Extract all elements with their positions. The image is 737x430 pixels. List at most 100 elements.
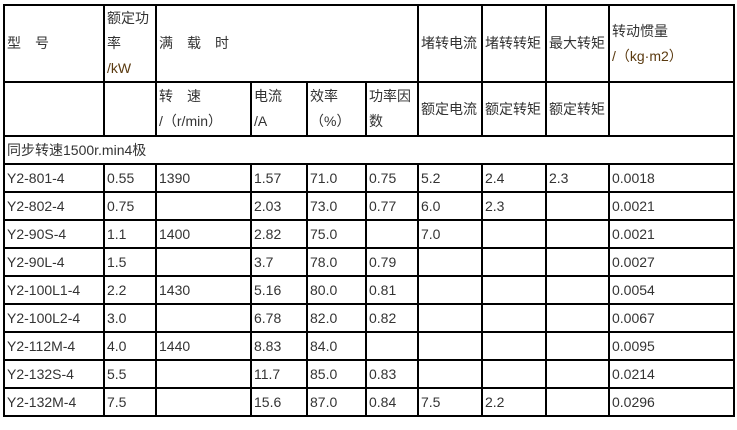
cell-speed <box>155 303 252 333</box>
cell-current: 15.6 <box>250 387 308 417</box>
header-full-load-label: 满 载 时 <box>159 35 229 51</box>
cell-current: 3.7 <box>250 247 308 277</box>
cell-speed: 1440 <box>155 331 252 361</box>
cell-locked-current: 7.0 <box>417 219 483 249</box>
cell-inertia: 0.0214 <box>608 359 735 389</box>
cell-max-torque <box>545 387 610 417</box>
cell-efficiency: 84.0 <box>306 331 367 361</box>
header-locked-current: 堵转电流 <box>417 4 483 83</box>
header-inertia-label: 转动惯量 <box>612 22 668 39</box>
cell-locked-torque <box>481 359 547 389</box>
section-title: 同步转速1500r.min4极 <box>3 135 735 165</box>
cell-power-factor: 0.79 <box>365 247 419 277</box>
cell-model: Y2-112M-4 <box>3 331 105 361</box>
table-row: Y2-90L-4 1.5 3.7 78.0 0.79 0.0027 <box>3 247 735 277</box>
header-max-torque: 最大转矩 <box>545 4 610 83</box>
cell-current: 1.57 <box>250 163 308 193</box>
cell-inertia: 0.0095 <box>608 331 735 361</box>
cell-efficiency: 78.0 <box>306 247 367 277</box>
header-rated-torque-1-label: 额定转矩 <box>485 100 541 117</box>
cell-locked-current <box>417 359 483 389</box>
cell-max-torque: 2.3 <box>545 163 610 193</box>
cell-rated-power: 0.75 <box>103 191 157 221</box>
table-row: Y2-132S-4 5.5 11.7 85.0 0.83 0.0214 <box>3 359 735 389</box>
header-locked-torque-label: 堵转转矩 <box>485 35 541 51</box>
cell-rated-power: 5.5 <box>103 359 157 389</box>
cell-locked-torque: 2.4 <box>481 163 547 193</box>
cell-model: Y2-90S-4 <box>3 219 105 249</box>
header-rated-power-label: 额定功率 <box>107 10 149 51</box>
cell-speed <box>155 191 252 221</box>
header-model: 型 号 <box>3 4 105 83</box>
cell-efficiency: 73.0 <box>306 191 367 221</box>
cell-speed <box>155 359 252 389</box>
cell-model: Y2-100L1-4 <box>3 275 105 305</box>
cell-speed <box>155 387 252 417</box>
cell-locked-torque <box>481 219 547 249</box>
header-power-factor: 功率因数 <box>365 81 419 137</box>
table-row: Y2-801-4 0.55 1390 1.57 71.0 0.75 5.2 2.4 2.3 0.0… <box>3 163 735 193</box>
cell-locked-torque: 2.3 <box>481 191 547 221</box>
cell-speed: 1390 <box>155 163 252 193</box>
header-locked-current-label: 堵转电流 <box>421 35 477 51</box>
header-rated-torque-2-label: 额定转矩 <box>549 100 605 117</box>
cell-rated-power: 1.1 <box>103 219 157 249</box>
cell-locked-current <box>417 331 483 361</box>
empty-cell <box>3 81 105 137</box>
cell-locked-current: 7.5 <box>417 387 483 417</box>
cell-model: Y2-90L-4 <box>3 247 105 277</box>
header-row-1: 型 号 额定功率/kW 满 载 时 堵转电流 堵转转矩 最大转矩 转动惯量 /（k… <box>3 4 735 83</box>
cell-max-torque <box>545 359 610 389</box>
empty-cell <box>608 81 735 137</box>
header-rated-torque-2: 额定转矩 <box>545 81 610 137</box>
header-max-torque-label: 最大转矩 <box>549 35 605 51</box>
header-row-2: 转 速 /（r/min） 电流/A 效率 （%） 功率因数 额定电流 额定转矩 额定… <box>3 81 735 137</box>
cell-speed: 1400 <box>155 219 252 249</box>
header-speed-unit: /（r/min） <box>159 113 222 129</box>
cell-inertia: 0.0296 <box>608 387 735 417</box>
table-row: Y2-90S-4 1.1 1400 2.82 75.0 7.0 0.0021 <box>3 219 735 249</box>
cell-max-torque <box>545 247 610 277</box>
cell-model: Y2-100L2-4 <box>3 303 105 333</box>
cell-inertia: 0.0027 <box>608 247 735 277</box>
cell-current: 5.16 <box>250 275 308 305</box>
cell-inertia: 0.0018 <box>608 163 735 193</box>
header-current-label: 电流 <box>254 88 282 104</box>
cell-efficiency: 87.0 <box>306 387 367 417</box>
cell-efficiency: 82.0 <box>306 303 367 333</box>
cell-efficiency: 85.0 <box>306 359 367 389</box>
cell-power-factor: 0.77 <box>365 191 419 221</box>
cell-rated-power: 7.5 <box>103 387 157 417</box>
header-efficiency-label: 效率 <box>310 88 338 104</box>
cell-power-factor: 0.84 <box>365 387 419 417</box>
cell-max-torque <box>545 191 610 221</box>
header-model-label: 型 号 <box>7 35 49 51</box>
cell-power-factor: 0.81 <box>365 275 419 305</box>
cell-inertia: 0.0067 <box>608 303 735 333</box>
cell-rated-power: 0.55 <box>103 163 157 193</box>
header-speed-label: 转 速 <box>159 88 201 104</box>
cell-locked-current <box>417 303 483 333</box>
cell-max-torque <box>545 275 610 305</box>
cell-current: 2.82 <box>250 219 308 249</box>
header-speed: 转 速 /（r/min） <box>155 81 252 137</box>
cell-model: Y2-132M-4 <box>3 387 105 417</box>
cell-current: 6.78 <box>250 303 308 333</box>
table-row: Y2-100L1-4 2.2 1430 5.16 80.0 0.81 0.0054 <box>3 275 735 305</box>
section-row: 同步转速1500r.min4极 <box>3 135 735 165</box>
cell-rated-power: 2.2 <box>103 275 157 305</box>
cell-rated-power: 3.0 <box>103 303 157 333</box>
cell-power-factor <box>365 219 419 249</box>
cell-model: Y2-802-4 <box>3 191 105 221</box>
cell-locked-current: 6.0 <box>417 191 483 221</box>
cell-locked-torque: 2.2 <box>481 387 547 417</box>
header-efficiency: 效率 （%） <box>306 81 367 137</box>
cell-current: 11.7 <box>250 359 308 389</box>
cell-locked-torque <box>481 331 547 361</box>
header-rated-torque-1: 额定转矩 <box>481 81 547 137</box>
empty-cell <box>103 81 157 137</box>
cell-current: 8.83 <box>250 331 308 361</box>
cell-locked-current: 5.2 <box>417 163 483 193</box>
header-locked-torque: 堵转转矩 <box>481 4 547 83</box>
cell-locked-torque <box>481 247 547 277</box>
